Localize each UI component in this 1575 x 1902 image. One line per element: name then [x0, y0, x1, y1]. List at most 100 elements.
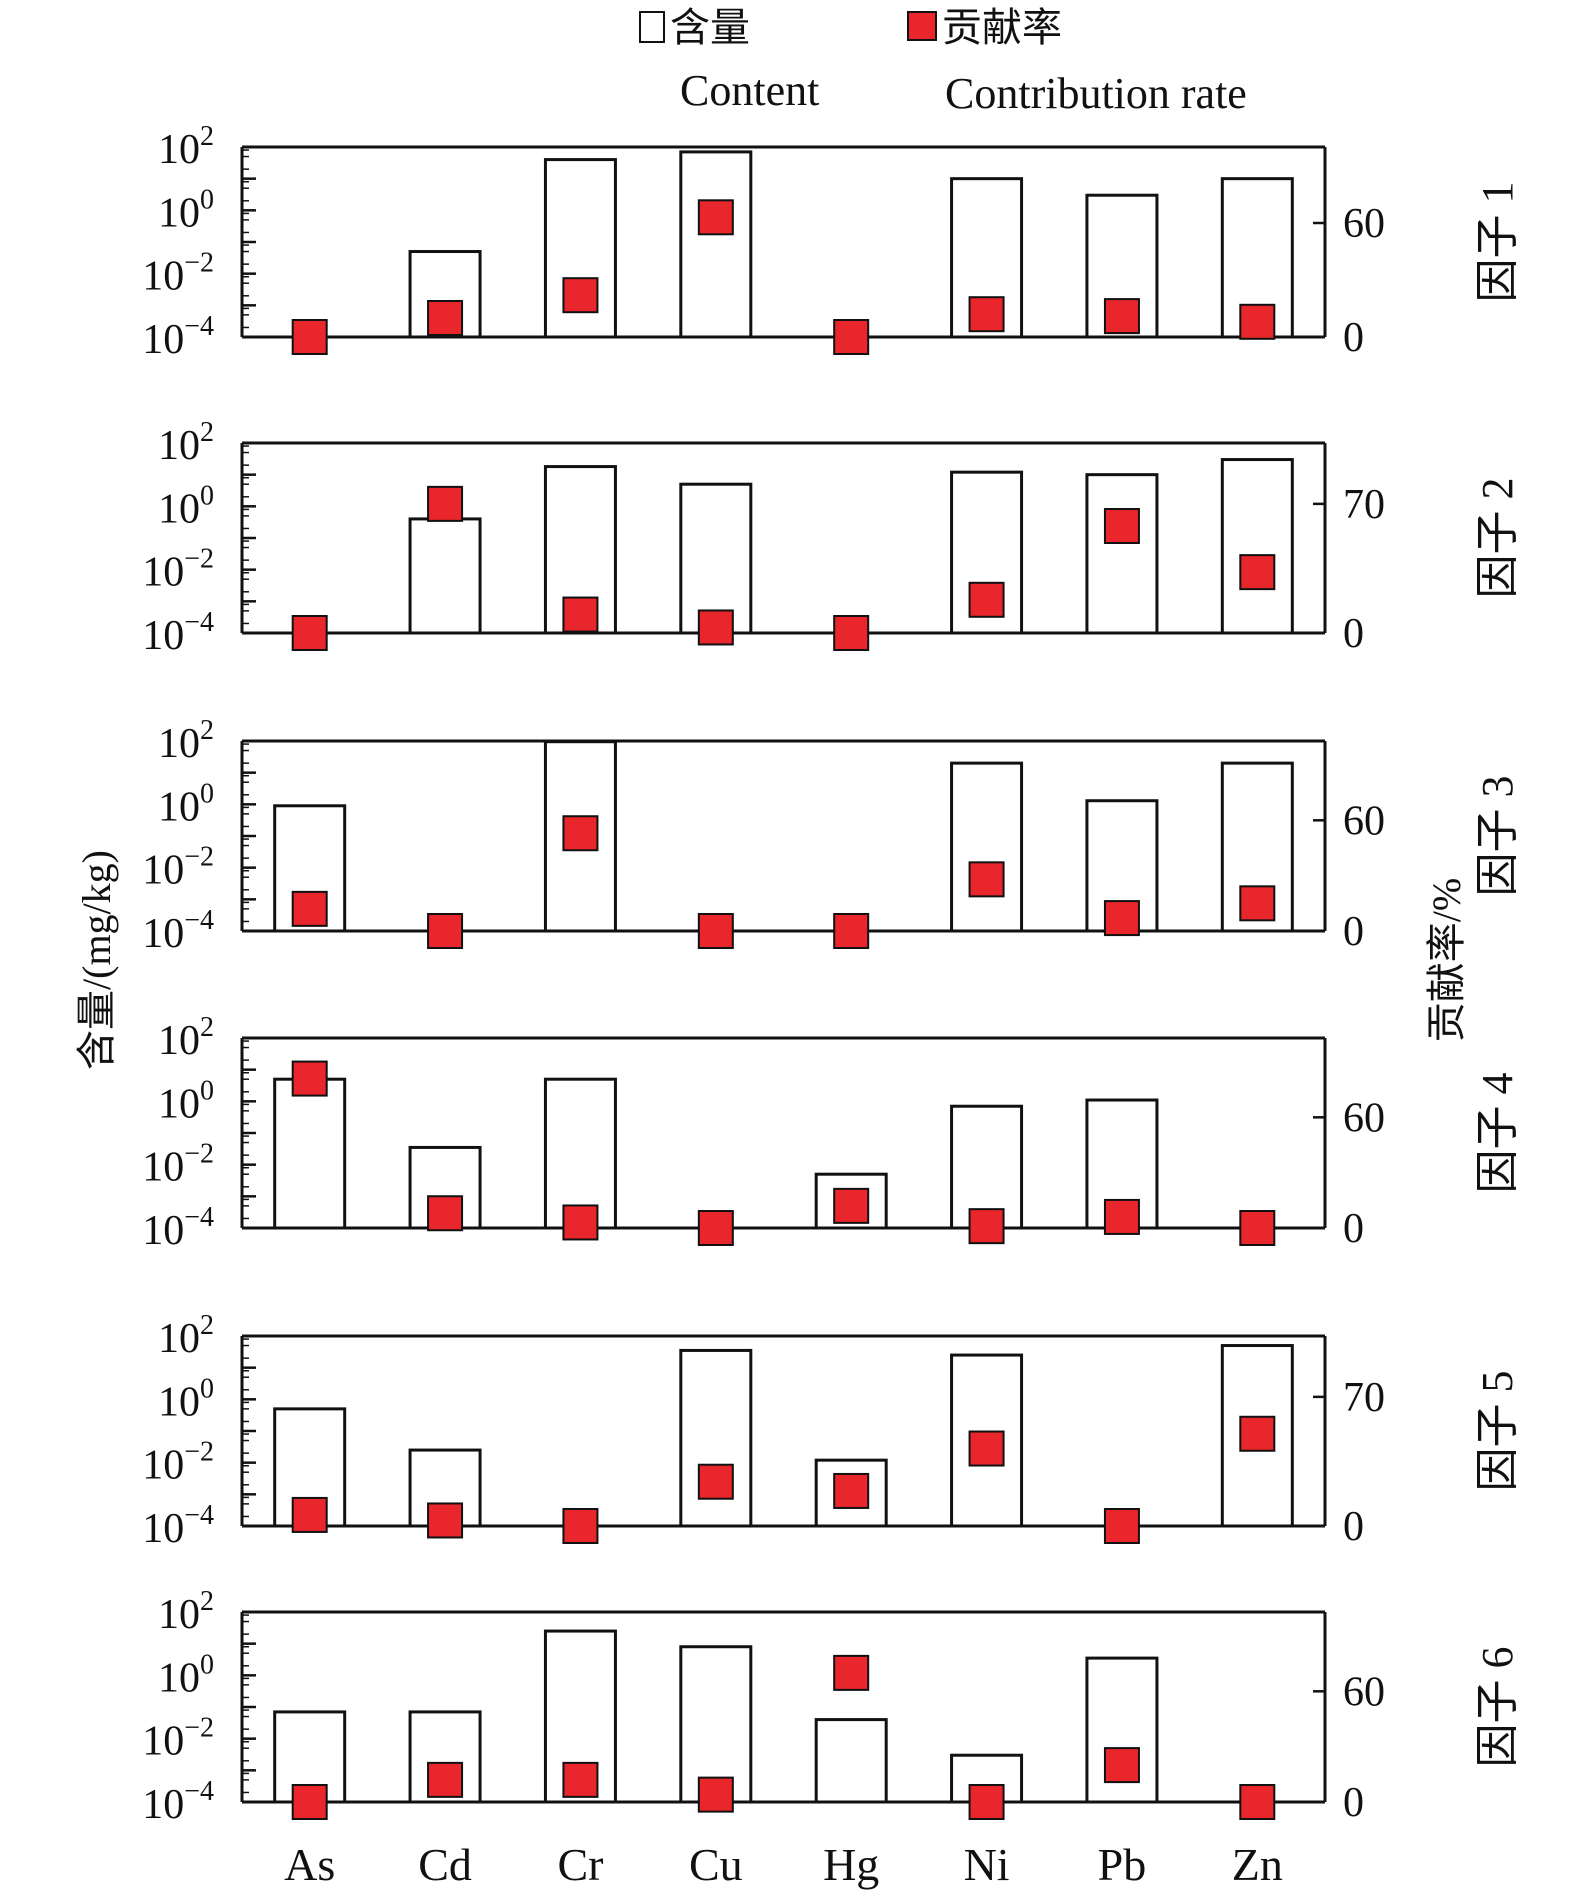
- contribution-marker-Pb: [1103, 298, 1140, 335]
- contribution-marker-As: [291, 1784, 328, 1820]
- contribution-marker-Zn: [1239, 554, 1276, 591]
- left-tick-label: 10−2: [142, 842, 214, 894]
- contribution-marker-Cu: [697, 1776, 734, 1813]
- contribution-marker-Ni: [968, 581, 1005, 618]
- content-bar-Pb: [1085, 1656, 1159, 1804]
- left-tick-label: 10−2: [142, 248, 214, 300]
- left-tick-label: 102: [158, 1012, 214, 1064]
- contribution-marker-Ni: [968, 861, 1005, 898]
- right-tick-label: 60: [1343, 201, 1385, 247]
- legend-content-swatch: [639, 11, 665, 43]
- x-category-label: Cd: [418, 1839, 472, 1890]
- contribution-marker-Hg: [833, 1654, 870, 1691]
- left-tick-label: 10−2: [142, 1437, 214, 1489]
- content-bar-Cu: [679, 150, 753, 339]
- legend-content-label-en: Content: [680, 66, 819, 115]
- contribution-marker-Cr: [562, 815, 599, 852]
- contribution-marker-Cd: [427, 1195, 464, 1232]
- contribution-marker-Hg: [833, 319, 870, 355]
- x-category-label: Hg: [823, 1839, 879, 1890]
- contribution-marker-As: [291, 319, 328, 355]
- left-tick-label: 10−4: [142, 905, 214, 957]
- left-tick-label: 10−2: [142, 1713, 214, 1765]
- panel-2: 102 100 10−2 10−4 0 70 因子 2: [142, 417, 1522, 659]
- right-tick-label: 70: [1343, 1375, 1385, 1421]
- panel-1: 102 100 10−2 10−4 0 60 因子 1: [142, 121, 1522, 363]
- x-category-label: Ni: [964, 1839, 1010, 1890]
- contribution-marker-Cd: [427, 1502, 464, 1539]
- left-tick-label: 10−4: [142, 607, 214, 659]
- content-bar-Ni: [950, 761, 1024, 933]
- left-tick-label: 102: [158, 1310, 214, 1362]
- x-categories: As Cd Cr Cu Hg Ni Pb Zn: [284, 1839, 1283, 1890]
- panel-label: 因子 4: [1473, 1073, 1522, 1194]
- contribution-marker-Cd: [427, 300, 464, 336]
- x-category-label: As: [284, 1839, 335, 1890]
- x-category-label: Zn: [1232, 1839, 1283, 1890]
- left-tick-label: 10−4: [142, 1776, 214, 1828]
- right-tick-label: 0: [1343, 611, 1364, 657]
- contribution-marker-Ni: [968, 1208, 1005, 1245]
- left-tick-label: 100: [158, 778, 214, 830]
- contribution-marker-Cr: [562, 277, 599, 314]
- contribution-marker-Zn: [1239, 1210, 1276, 1246]
- contribution-marker-Ni: [968, 1430, 1005, 1467]
- left-tick-label: 10−4: [142, 1202, 214, 1254]
- x-category-label: Pb: [1098, 1839, 1147, 1890]
- left-tick-label: 100: [158, 1649, 214, 1701]
- right-tick-label: 60: [1343, 1095, 1385, 1141]
- right-axis-label: 贡献率/%: [1424, 878, 1469, 1042]
- left-tick-label: 10−4: [142, 1500, 214, 1552]
- contribution-marker-Pb: [1103, 1747, 1140, 1784]
- right-tick-label: 0: [1343, 1504, 1364, 1550]
- left-tick-label: 102: [158, 121, 214, 173]
- x-category-label: Cr: [557, 1839, 603, 1890]
- left-tick-label: 100: [158, 1075, 214, 1127]
- contribution-marker-Pb: [1103, 1198, 1140, 1235]
- legend-rate-swatch: [907, 11, 937, 41]
- left-tick-label: 10−4: [142, 311, 214, 363]
- contribution-marker-Hg: [833, 615, 870, 651]
- content-bar-Cd: [408, 517, 482, 635]
- legend-rate-label-en: Contribution rate: [945, 69, 1247, 118]
- contribution-marker-Ni: [968, 296, 1005, 333]
- content-bar-Zn: [1220, 458, 1294, 635]
- contribution-marker-Cr: [562, 1204, 599, 1241]
- left-axis-label: 含量/(mg/kg): [74, 850, 119, 1070]
- contribution-marker-Hg: [833, 1187, 870, 1224]
- contribution-marker-Zn: [1239, 1784, 1276, 1820]
- left-tick-label: 102: [158, 715, 214, 767]
- right-tick-label: 0: [1343, 909, 1364, 955]
- contribution-marker-Cd: [427, 1761, 464, 1798]
- panel-5: 102 100 10−2 10−4 0 70 因子 5: [142, 1310, 1522, 1552]
- contribution-marker-As: [291, 615, 328, 651]
- panel-label: 因子 5: [1473, 1371, 1522, 1492]
- contribution-marker-Pb: [1103, 1508, 1140, 1544]
- left-tick-label: 102: [158, 417, 214, 469]
- left-tick-label: 10−2: [142, 1139, 214, 1191]
- panel-label: 因子 6: [1473, 1647, 1522, 1768]
- contribution-marker-Pb: [1103, 508, 1140, 545]
- contribution-marker-As: [291, 1496, 328, 1533]
- contribution-marker-Zn: [1239, 1415, 1276, 1452]
- contribution-marker-As: [291, 890, 328, 927]
- right-tick-label: 60: [1343, 798, 1385, 844]
- contribution-marker-Ni: [968, 1784, 1005, 1820]
- panel-6: 102 100 10−2 10−4 0 60 因子 6: [142, 1586, 1522, 1828]
- contribution-marker-Cu: [697, 1210, 734, 1246]
- left-tick-label: 10−2: [142, 544, 214, 596]
- contribution-marker-Cu: [697, 1463, 734, 1500]
- contribution-marker-Pb: [1103, 900, 1140, 937]
- left-tick-label: 102: [158, 1586, 214, 1638]
- right-tick-label: 0: [1343, 315, 1364, 361]
- contribution-marker-Zn: [1239, 303, 1276, 340]
- legend-content-label-cn: 含量: [670, 5, 750, 50]
- content-bar-As: [273, 1077, 347, 1230]
- contribution-marker-Cd: [427, 485, 464, 522]
- panel-label: 因子 3: [1473, 776, 1522, 897]
- panel-4: 102 100 10−2 10−4 0 60 因子 4: [142, 1012, 1522, 1254]
- contribution-marker-Cr: [562, 1508, 599, 1544]
- right-tick-label: 0: [1343, 1206, 1364, 1252]
- content-bar-Hg: [814, 1718, 888, 1804]
